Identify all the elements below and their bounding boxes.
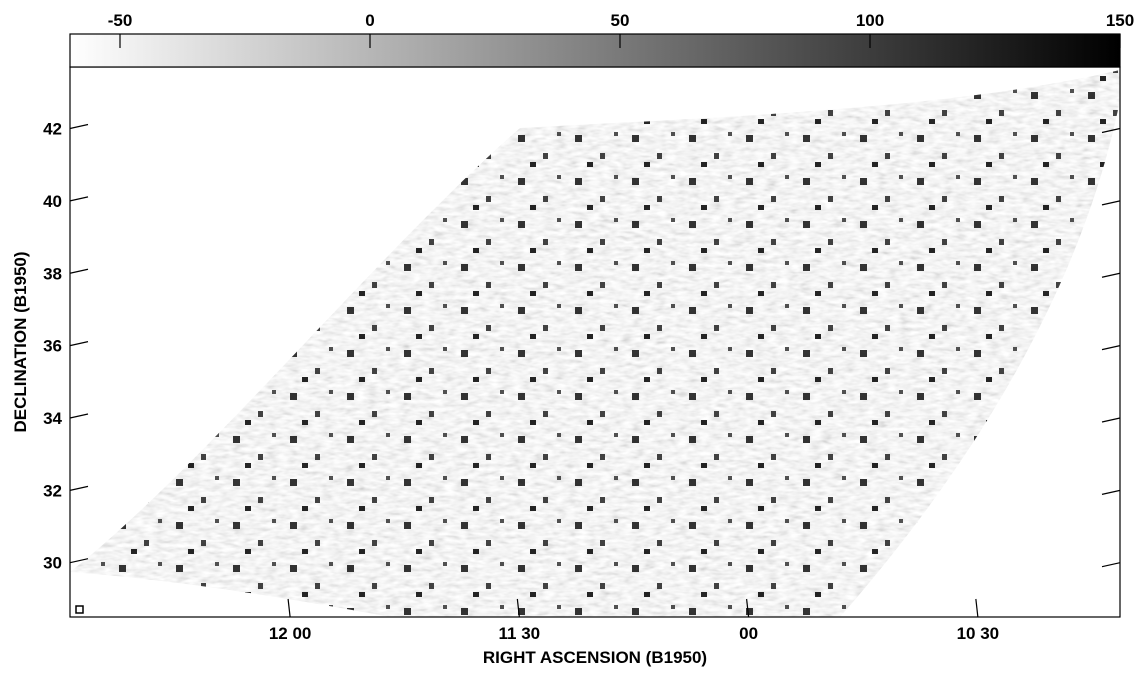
x-tick-label: 00	[739, 624, 758, 643]
x-tick-label: 11 30	[499, 624, 541, 643]
y-tick-label: 38	[43, 264, 62, 283]
x-tick-label: 12 00	[269, 624, 312, 643]
y-tick-right	[1101, 272, 1121, 278]
y-tick	[69, 413, 89, 419]
y-tick-label: 34	[43, 409, 62, 428]
y-tick-right	[1101, 127, 1121, 134]
colorbar-tick-label: -50	[108, 11, 133, 30]
x-tick	[287, 598, 291, 618]
y-tick-label: 36	[43, 337, 62, 356]
x-tick-label: 10 30	[957, 624, 1000, 643]
y-tick-label: 32	[43, 481, 62, 500]
y-tick	[69, 485, 89, 491]
y-tick-right	[1101, 562, 1121, 568]
colorbar-tick-label: 0	[365, 11, 374, 30]
y-tick-right	[1101, 417, 1121, 423]
map-sources	[70, 70, 1120, 617]
x-axis-label: RIGHT ASCENSION (B1950)	[483, 648, 707, 667]
colorbar-tick-label: 50	[611, 11, 630, 30]
y-tick-label: 42	[43, 120, 62, 139]
colorbar-tick-label: 100	[856, 11, 884, 30]
colorbar	[69, 33, 1121, 68]
y-tick	[69, 268, 89, 274]
y-tick-label: 40	[43, 192, 62, 211]
y-tick	[69, 558, 89, 564]
y-axis-label: DECLINATION (B1950)	[11, 251, 30, 432]
x-tick	[516, 598, 520, 618]
y-tick-right	[1101, 489, 1121, 495]
y-tick	[69, 196, 89, 202]
y-tick-right	[1101, 345, 1121, 351]
x-tick	[746, 598, 750, 618]
y-tick	[69, 341, 89, 347]
y-tick-label: 30	[43, 554, 62, 573]
beam-marker	[75, 605, 84, 614]
y-tick-right	[1101, 200, 1121, 206]
sky-map	[70, 70, 1120, 617]
y-tick	[69, 123, 89, 130]
colorbar-tick-label: 150	[1106, 11, 1134, 30]
x-tick	[975, 598, 979, 618]
